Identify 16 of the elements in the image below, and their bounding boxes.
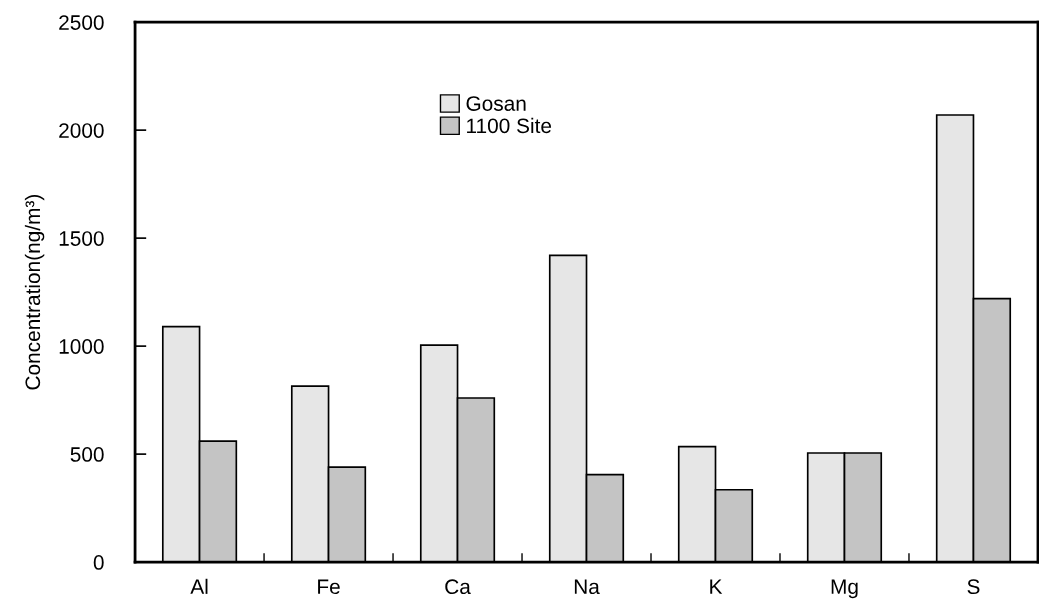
y-tick-label: 500	[70, 447, 104, 462]
x-tick-label: Al	[190, 578, 208, 594]
y-tick-label: 0	[93, 555, 104, 570]
y-axis-title: Concentration(ng/m³)	[24, 194, 45, 390]
y-tick-label: 2500	[59, 15, 104, 30]
legend-label: 1100 Site	[467, 117, 552, 134]
x-tick-label: Na	[574, 579, 600, 595]
y-tick-label: 1500	[59, 231, 104, 246]
x-tick-label: Mg	[831, 579, 858, 599]
x-tick-label: Fe	[318, 579, 340, 595]
y-tick-label: 1000	[59, 339, 104, 354]
legend-label: Gosan	[466, 96, 526, 111]
y-tick-label: 2000	[59, 123, 104, 138]
x-tick-label: Ca	[445, 579, 471, 595]
x-tick-label: K	[710, 579, 723, 594]
x-tick-label: S	[967, 579, 980, 595]
